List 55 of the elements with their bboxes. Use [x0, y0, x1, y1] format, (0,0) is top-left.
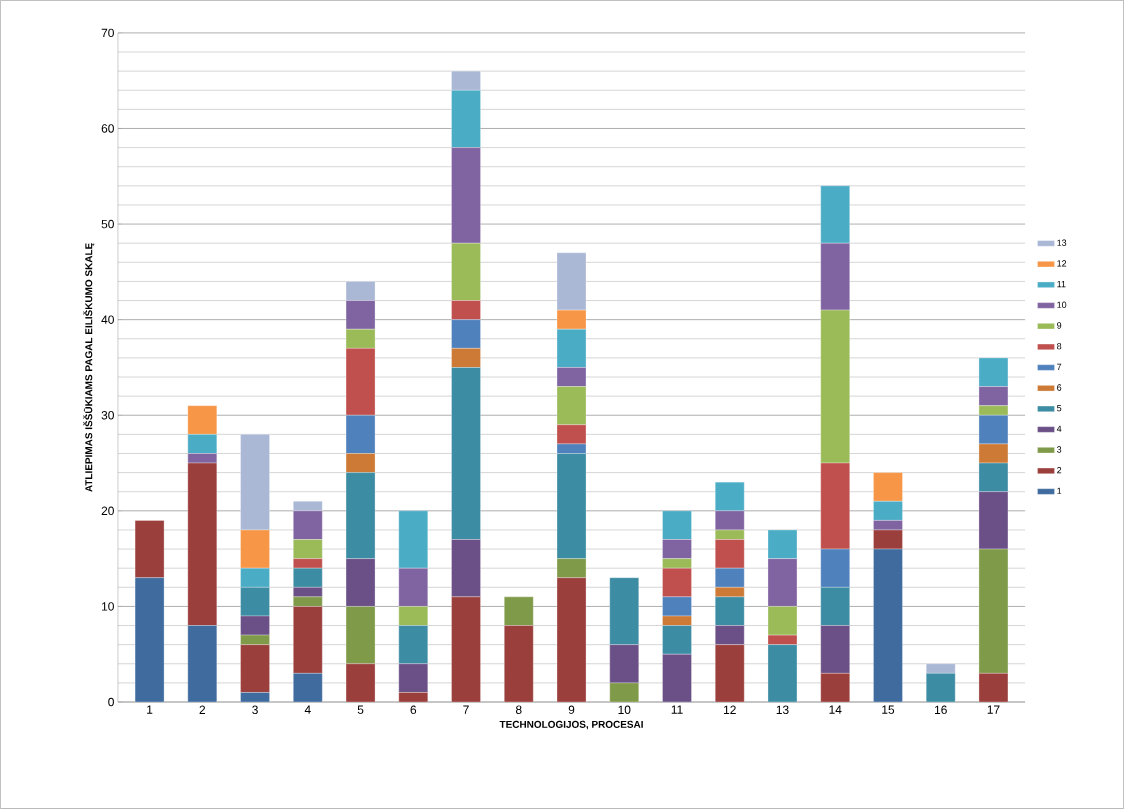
bar	[134, 577, 165, 703]
bar	[345, 663, 376, 703]
bar	[240, 644, 270, 693]
x-tick-label: 16	[934, 705, 947, 715]
x-tick-label: 14	[829, 705, 842, 714]
bar	[134, 520, 165, 578]
x-axis-title: TECHNOLOGIJOS, PROCESAI	[499, 720, 643, 730]
bar	[451, 596, 481, 703]
y-tick-label: 40	[101, 315, 114, 324]
x-tick-label: 1	[147, 705, 153, 714]
x-tick-label: 6	[410, 705, 417, 715]
bar	[873, 548, 903, 703]
legend-label: 5	[1057, 405, 1062, 412]
legend-label: 12	[1057, 260, 1067, 267]
y-tick-label: 70	[101, 28, 114, 38]
y-tick-label: 0	[108, 697, 114, 707]
x-tick-label: 17	[987, 705, 1000, 714]
bar	[504, 596, 534, 626]
bar	[820, 673, 850, 703]
y-tick-label: 50	[101, 219, 114, 229]
bar	[187, 462, 217, 626]
bar	[293, 606, 323, 674]
legend-label: 1	[1057, 487, 1062, 494]
x-tick-label: 11	[671, 705, 683, 714]
legend-label: 2	[1057, 467, 1062, 474]
x-tick-label: 12	[724, 705, 736, 714]
legend-label: 13	[1057, 239, 1067, 246]
bar	[293, 673, 323, 703]
x-tick-label: 3	[252, 705, 258, 715]
x-tick-label: 5	[357, 705, 364, 714]
y-axis-title: ATLIEPIMAS IŠŠŪKIAMS PAGAL EILIŠKUMO SKALĘ	[83, 243, 95, 492]
legend-label: 4	[1056, 425, 1062, 432]
legend-label: 7	[1057, 363, 1062, 370]
x-tick-label: 2	[199, 705, 206, 714]
x-tick-label: 10	[618, 705, 631, 715]
x-tick-label: 9	[568, 705, 575, 715]
x-tick-label: 7	[463, 705, 469, 714]
x-tick-label: 15	[882, 705, 895, 714]
legend-label: 10	[1057, 301, 1067, 308]
bar	[715, 644, 745, 703]
legend-label: 6	[1057, 384, 1062, 391]
y-tick-label: 60	[101, 124, 114, 133]
bar	[556, 577, 587, 703]
y-tick-label: 20	[101, 506, 114, 516]
x-tick-label: 13	[776, 705, 789, 715]
bar	[504, 625, 534, 703]
legend-label: 9	[1057, 322, 1062, 329]
legend-label: 11	[1057, 280, 1066, 288]
bar	[187, 625, 217, 703]
legend-label: 3	[1057, 446, 1062, 453]
legend-label: 8	[1057, 343, 1062, 350]
y-tick-label: 30	[101, 411, 114, 420]
x-tick-label: 4	[304, 705, 311, 714]
y-tick-label: 10	[102, 602, 114, 611]
x-tick-label: 8	[515, 705, 522, 715]
